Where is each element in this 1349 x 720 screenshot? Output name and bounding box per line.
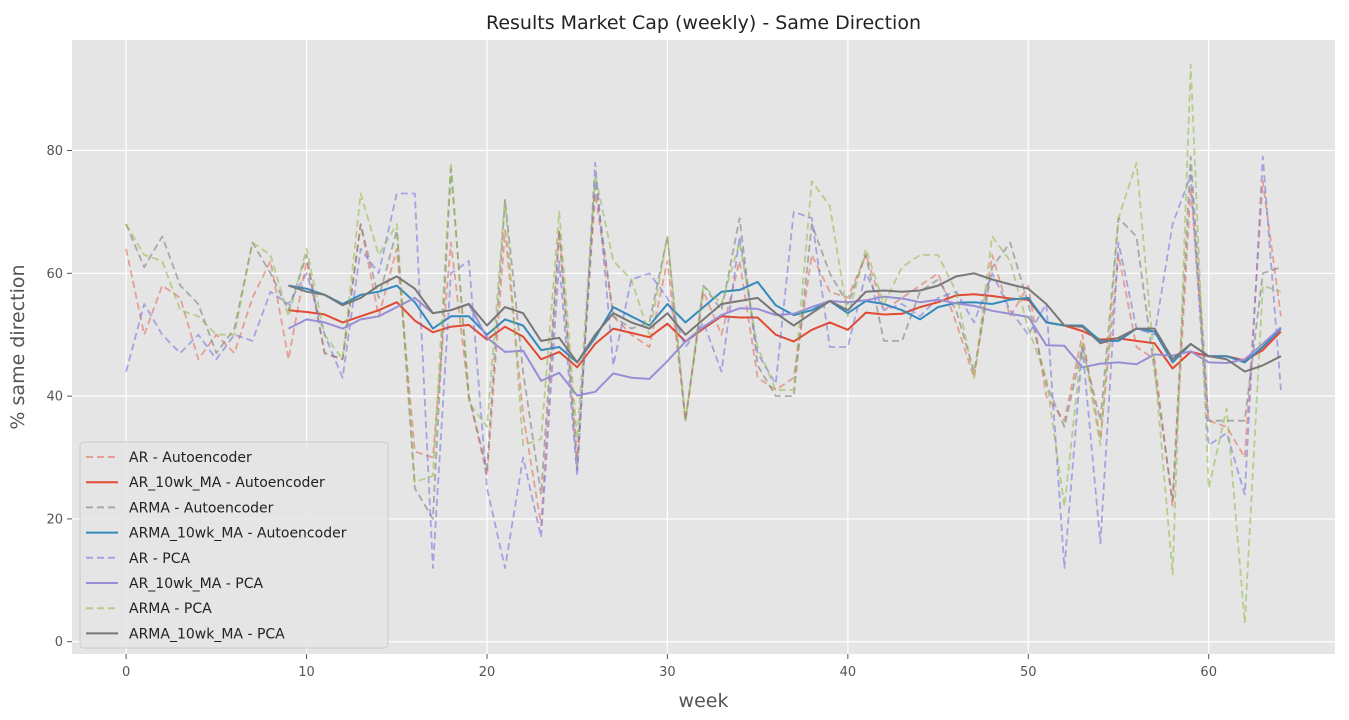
x-tick-label: 10 [298, 665, 315, 680]
x-axis-ticks: 0 10 20 30 40 50 60 [122, 654, 1217, 680]
y-tick-label: 60 [46, 267, 63, 282]
y-tick-label: 40 [46, 390, 63, 405]
series-lines [125, 63, 1282, 625]
legend-entry: AR - PCA [129, 551, 190, 567]
series-line-2 [125, 155, 1282, 520]
legend-entry: ARMA_10wk_MA - PCA [129, 626, 285, 642]
legend-entry: AR - Autoencoder [129, 450, 252, 466]
series-line-4 [125, 155, 1282, 569]
chart-title: Results Market Cap (weekly) - Same Direc… [486, 12, 921, 34]
legend: AR - Autoencoder AR_10wk_MA - Autoencoder… [79, 441, 389, 649]
x-axis-label: week [679, 690, 729, 712]
y-tick-label: 0 [55, 635, 63, 650]
x-tick-label: 50 [1020, 665, 1037, 680]
series-line-7 [288, 272, 1282, 373]
y-axis-label: % same direction [7, 264, 29, 429]
legend-box [79, 441, 389, 649]
legend-entry: ARMA_10wk_MA - Autoencoder [129, 526, 347, 542]
series-line-3 [288, 280, 1282, 364]
x-tick-label: 20 [479, 665, 496, 680]
y-tick-label: 80 [46, 144, 63, 159]
x-tick-label: 30 [659, 665, 676, 680]
legend-entry: AR_10wk_MA - PCA [129, 576, 264, 592]
y-axis-ticks: 0 20 40 60 80 [46, 144, 72, 650]
series-line-6 [125, 63, 1282, 625]
y-tick-label: 20 [46, 512, 63, 527]
legend-entry: ARMA - Autoencoder [129, 500, 274, 516]
x-tick-label: 60 [1200, 665, 1217, 680]
x-tick-label: 40 [840, 665, 857, 680]
x-tick-label: 0 [122, 665, 130, 680]
legend-entry: AR_10wk_MA - Autoencoder [129, 475, 325, 491]
legend-entry: ARMA - PCA [129, 601, 212, 617]
